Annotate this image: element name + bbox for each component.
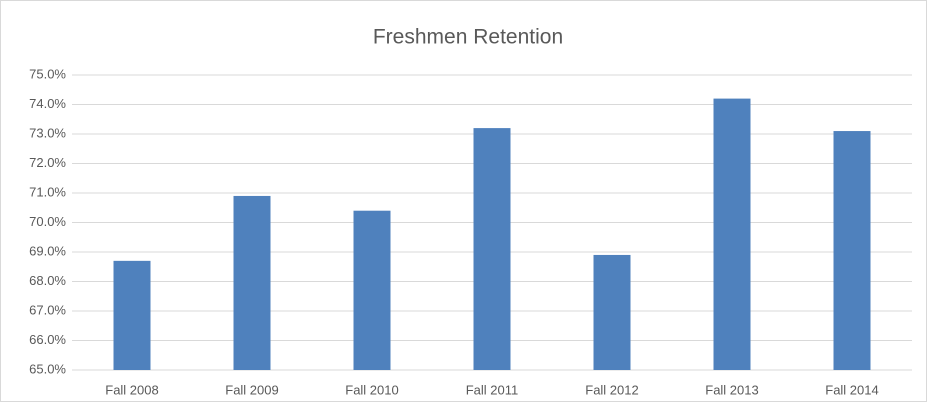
x-tick-label: Fall 2014 <box>825 382 878 397</box>
x-tick-label: Fall 2012 <box>585 382 638 397</box>
y-tick-label: 71.0% <box>29 184 66 199</box>
bar <box>113 260 151 370</box>
x-tick-label: Fall 2009 <box>225 382 278 397</box>
y-tick-label: 72.0% <box>29 155 66 170</box>
y-tick-label: 70.0% <box>29 214 66 229</box>
bar <box>473 128 511 370</box>
bar <box>353 210 391 370</box>
y-tick-label: 68.0% <box>29 273 66 288</box>
y-tick-label: 65.0% <box>29 361 66 376</box>
bar <box>593 254 631 370</box>
x-tick-label: Fall 2008 <box>105 382 158 397</box>
bar <box>233 195 271 370</box>
bar <box>833 131 871 370</box>
bar <box>713 98 751 370</box>
x-tick-label: Fall 2013 <box>705 382 758 397</box>
x-tick-label: Fall 2011 <box>466 382 519 397</box>
y-tick-label: 73.0% <box>29 125 66 140</box>
x-tick-label: Fall 2010 <box>345 382 398 397</box>
y-tick-label: 69.0% <box>29 243 66 258</box>
y-tick-label: 66.0% <box>29 332 66 347</box>
y-tick-label: 75.0% <box>29 66 66 81</box>
y-tick-label: 74.0% <box>29 96 66 111</box>
chart-title: Freshmen Retention <box>373 26 563 49</box>
y-tick-label: 67.0% <box>29 302 66 317</box>
